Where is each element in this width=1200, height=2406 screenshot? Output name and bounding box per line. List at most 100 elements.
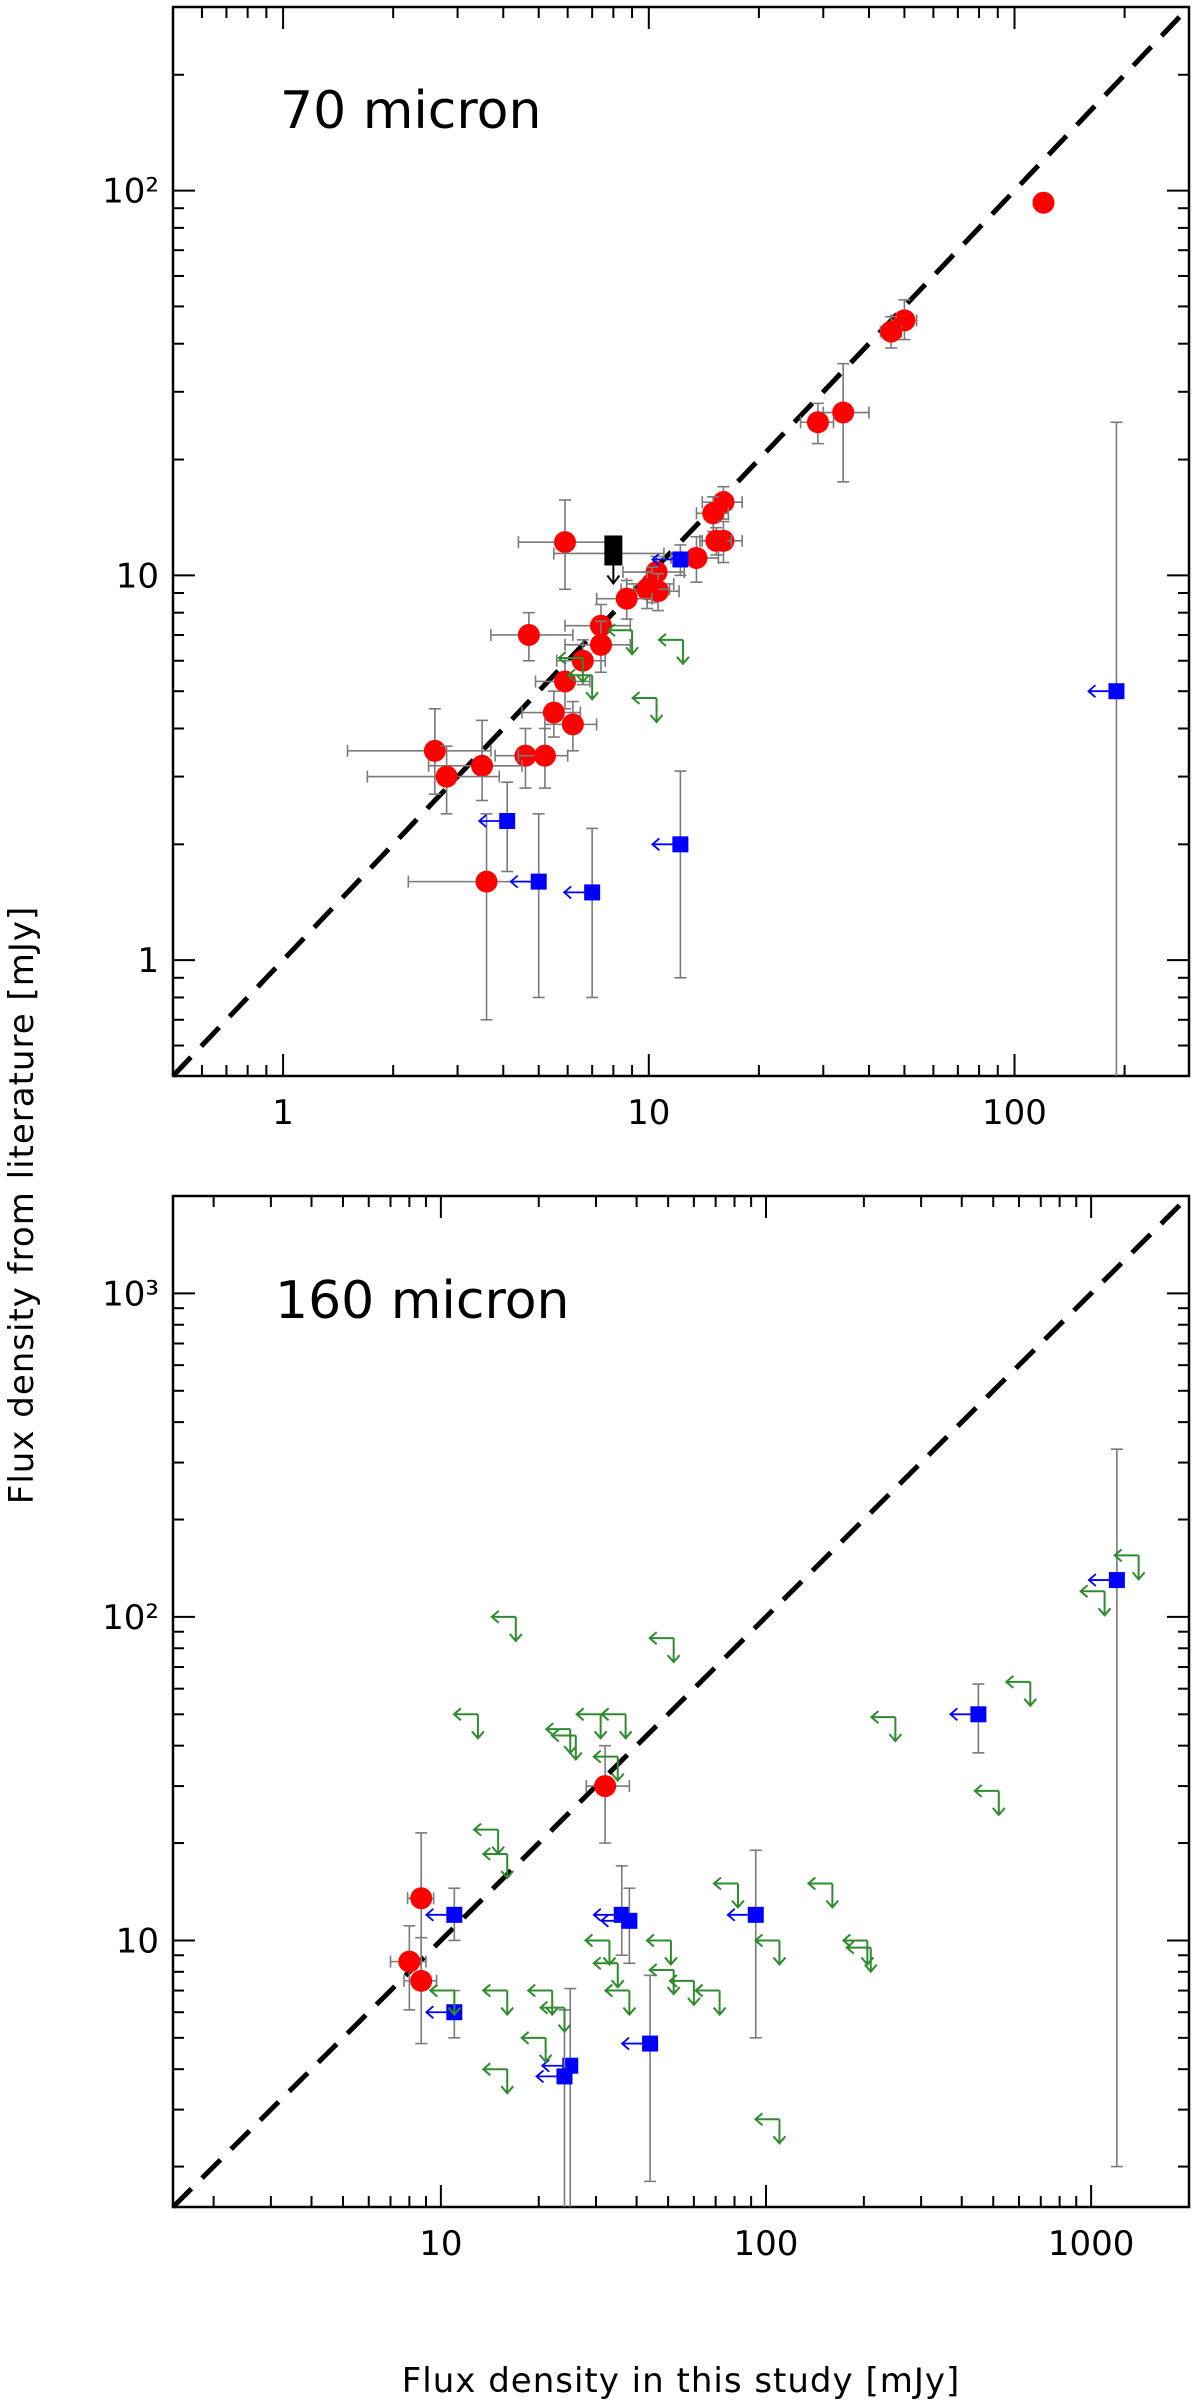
data-point <box>566 668 599 701</box>
data-point <box>1079 1584 1112 1617</box>
left-arrow-icon <box>648 1631 674 1645</box>
red-circle-marker <box>685 546 708 569</box>
left-arrow-icon <box>712 1876 738 1891</box>
data-point <box>620 1974 659 2183</box>
left-arrow-icon <box>806 1876 833 1891</box>
blue-square-marker <box>446 1906 463 1923</box>
red-circle-marker <box>553 670 576 693</box>
red-circle-marker <box>553 531 576 554</box>
down-arrow-icon <box>712 1990 727 2017</box>
data-point <box>366 745 501 815</box>
data-point <box>753 1933 787 1966</box>
down-arrow-icon <box>1097 1591 1112 1617</box>
data-point <box>651 544 689 577</box>
y-tick-label: 10³ <box>102 1274 159 1314</box>
blue-square-marker <box>1108 1572 1125 1589</box>
y-tick-label: 1 <box>137 941 159 981</box>
left-arrow-icon <box>631 691 657 705</box>
left-arrow-icon <box>753 1933 780 1948</box>
left-arrow-icon <box>606 623 633 638</box>
red-circle-marker <box>410 1887 433 1910</box>
red-circle-marker <box>705 529 728 552</box>
one-to-one-dashed-line <box>171 1194 1191 2209</box>
down-arrow-icon <box>557 2007 572 2034</box>
data-point <box>599 1887 638 1965</box>
data-point <box>428 1983 462 2017</box>
data-point <box>948 1683 987 1754</box>
x-tick-label: 10 <box>627 1093 670 1133</box>
data-point <box>575 1707 608 1740</box>
data-point <box>1087 421 1125 1076</box>
data-point <box>481 1847 514 1880</box>
data-point <box>648 1963 681 1996</box>
down-arrow-icon <box>888 1717 903 1743</box>
blue-square-marker <box>747 1906 764 1923</box>
down-arrow-icon <box>676 639 690 666</box>
red-circle-marker <box>471 754 494 777</box>
blue-square-marker <box>970 1706 987 1723</box>
left-arrow-icon <box>557 651 583 665</box>
left-arrow-icon <box>452 1707 478 1722</box>
data-point <box>845 1940 878 1974</box>
left-arrow-icon <box>566 668 593 683</box>
red-circle-marker <box>410 1969 433 1992</box>
data-point <box>869 1710 903 1743</box>
data-point <box>879 315 903 349</box>
axis-ticks-70: 1 10 100 1 10 10² <box>102 6 1190 1133</box>
red-circle-marker <box>517 623 540 646</box>
red-circle-marker <box>636 578 659 601</box>
left-arrow-icon <box>583 1933 610 1948</box>
down-arrow-icon <box>666 1638 681 1664</box>
down-arrow-icon <box>585 675 599 701</box>
red-circle-marker <box>475 870 498 893</box>
panel-160-micron: 10 100 1000 10 10² 10³ 160 micron <box>102 1194 1191 2264</box>
data-point <box>389 1924 427 2011</box>
left-arrow-icon <box>1004 1675 1031 1689</box>
left-arrow-icon <box>645 1933 671 1948</box>
left-arrow-icon <box>648 1963 674 1977</box>
data-point <box>517 727 569 789</box>
left-arrow-icon <box>520 2031 546 2045</box>
data-point <box>1087 1448 1125 2168</box>
down-arrow-icon <box>625 630 639 656</box>
left-arrow-icon <box>575 1707 601 1722</box>
data-point <box>427 719 523 802</box>
data-point <box>424 1989 463 2039</box>
data-point <box>631 691 664 724</box>
data-point <box>1113 1548 1146 1581</box>
y-tick-label: 10 <box>116 1921 159 1961</box>
down-arrow-icon <box>563 1729 578 1755</box>
down-arrow-icon <box>731 1883 745 1910</box>
x-tick-label: 1000 <box>1048 2224 1135 2264</box>
red-circle-marker <box>398 1950 421 1973</box>
left-arrow-icon <box>592 1956 618 1971</box>
down-arrow-icon <box>618 1714 633 1740</box>
down-arrow-icon <box>447 1990 462 2017</box>
data-point <box>726 1849 764 2039</box>
down-arrow-icon <box>593 1714 608 1740</box>
data-point <box>452 1707 485 1740</box>
down-arrow-icon <box>500 1854 514 1880</box>
down-arrow-icon <box>1023 1681 1038 1708</box>
red-circle-marker <box>561 713 584 736</box>
blue-square-marker <box>672 836 689 853</box>
data-point <box>424 1887 463 1942</box>
left-arrow-icon <box>481 1847 508 1861</box>
data-point <box>595 579 653 620</box>
left-arrow-icon <box>694 1983 720 1998</box>
down-arrow-icon <box>611 1963 625 1989</box>
axis-ticks-160: 10 100 1000 10 10² 10³ <box>102 1195 1190 2264</box>
down-arrow-icon <box>509 1616 523 1643</box>
left-arrow-icon <box>538 2000 565 2015</box>
y-tick-label: 10 <box>116 556 159 596</box>
left-arrow-icon <box>657 633 683 647</box>
down-arrow-icon <box>611 1756 625 1783</box>
data-point <box>606 623 639 656</box>
down-arrow-icon <box>687 1980 701 2007</box>
y-tick-label: 10² <box>102 1598 159 1638</box>
down-arrow-icon <box>666 1970 681 1996</box>
data-point <box>553 535 665 586</box>
red-circle-marker <box>880 320 903 343</box>
down-arrow-icon <box>992 1790 1006 1817</box>
data-point <box>562 827 601 999</box>
